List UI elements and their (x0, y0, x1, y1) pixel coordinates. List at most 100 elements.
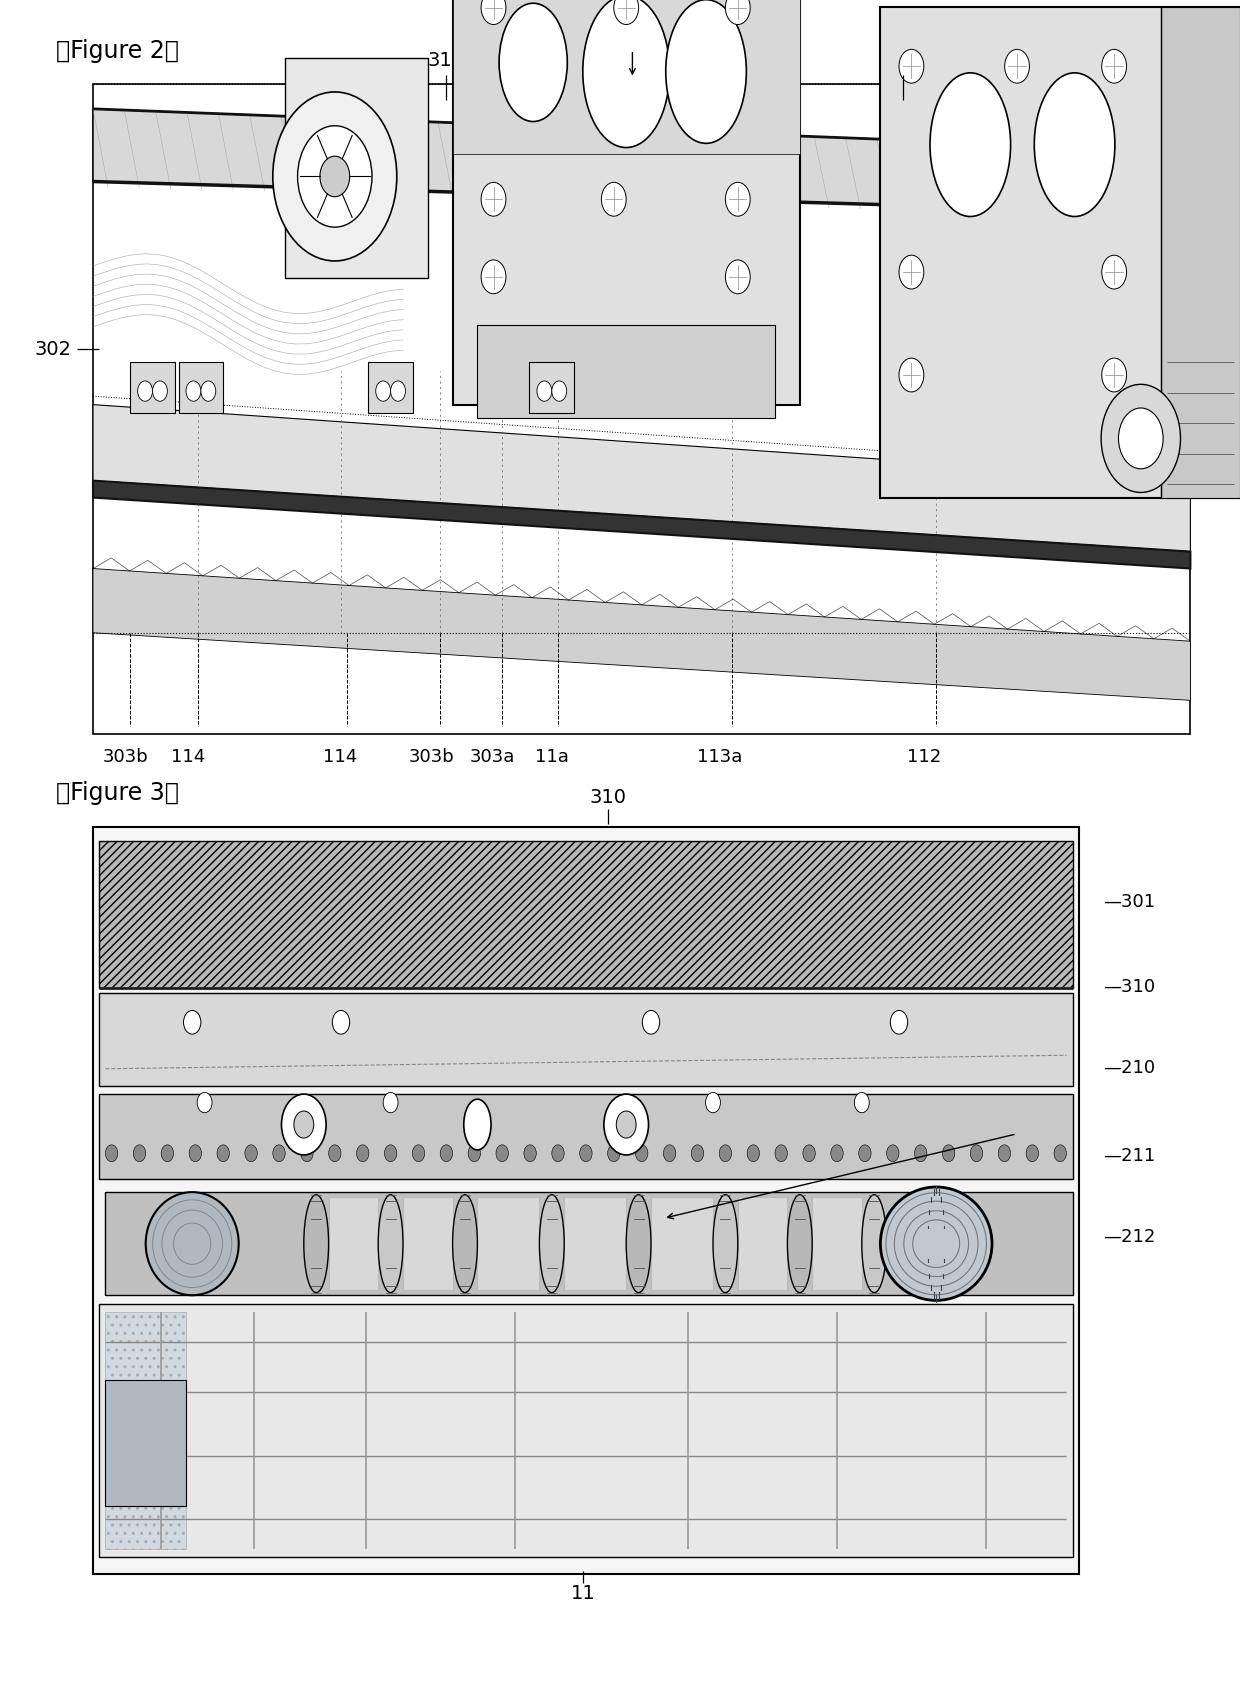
Text: 【Figure 3】: 【Figure 3】 (56, 780, 179, 804)
Circle shape (552, 1145, 564, 1162)
Ellipse shape (453, 1196, 477, 1292)
Ellipse shape (304, 1196, 329, 1292)
Ellipse shape (787, 1196, 812, 1292)
Text: 300: 300 (614, 24, 651, 44)
Circle shape (537, 382, 552, 402)
Circle shape (608, 1145, 620, 1162)
Circle shape (440, 1145, 453, 1162)
Circle shape (858, 1145, 870, 1162)
Bar (453, 0, 800, 405)
Bar (651, 1198, 713, 1290)
Polygon shape (93, 405, 1190, 552)
Text: —301: —301 (1209, 257, 1240, 274)
Bar (105, 1380, 186, 1507)
Text: 11: 11 (570, 1583, 595, 1603)
Circle shape (1101, 360, 1126, 394)
Circle shape (273, 1145, 285, 1162)
Text: —211: —211 (1104, 1147, 1156, 1164)
Text: 310: 310 (428, 51, 465, 71)
Circle shape (320, 157, 350, 198)
Circle shape (642, 1010, 660, 1034)
Bar (329, 1198, 378, 1290)
Circle shape (635, 1145, 649, 1162)
Circle shape (890, 1010, 908, 1034)
Bar (179, 363, 223, 414)
Circle shape (383, 1093, 398, 1113)
Circle shape (186, 382, 201, 402)
Text: —210: —210 (1104, 1059, 1156, 1076)
Circle shape (1004, 51, 1029, 84)
Ellipse shape (464, 1100, 491, 1150)
Circle shape (552, 382, 567, 402)
Circle shape (1101, 385, 1180, 493)
Circle shape (614, 0, 639, 25)
Circle shape (298, 127, 372, 228)
Bar (477, 326, 775, 419)
Circle shape (300, 1145, 312, 1162)
Ellipse shape (666, 0, 746, 144)
Circle shape (1101, 51, 1126, 84)
Circle shape (914, 1145, 926, 1162)
Circle shape (153, 382, 167, 402)
Circle shape (899, 257, 924, 291)
Circle shape (802, 1145, 816, 1162)
Bar (105, 1192, 1073, 1295)
Text: 114: 114 (171, 748, 206, 765)
Circle shape (998, 1145, 1011, 1162)
Bar (880, 8, 1240, 498)
Bar (529, 363, 574, 414)
Circle shape (899, 51, 924, 84)
Polygon shape (93, 481, 1190, 569)
Bar (812, 1198, 862, 1290)
Circle shape (217, 1145, 229, 1162)
Ellipse shape (539, 1196, 564, 1292)
Ellipse shape (626, 1196, 651, 1292)
Bar (99, 1094, 1073, 1179)
Circle shape (719, 1145, 732, 1162)
Ellipse shape (498, 3, 568, 123)
Circle shape (1025, 1145, 1039, 1162)
Bar (477, 1198, 539, 1290)
Text: —113: —113 (1209, 329, 1240, 346)
Circle shape (831, 1145, 843, 1162)
Circle shape (970, 1145, 982, 1162)
Bar (368, 363, 413, 414)
Bar (453, 0, 800, 154)
Text: —310: —310 (1104, 978, 1156, 995)
Circle shape (246, 1145, 258, 1162)
Text: 114: 114 (322, 748, 357, 765)
Circle shape (391, 382, 405, 402)
Ellipse shape (880, 1187, 992, 1301)
Circle shape (725, 260, 750, 294)
Circle shape (294, 1111, 314, 1138)
Circle shape (161, 1145, 174, 1162)
Ellipse shape (583, 0, 670, 149)
Circle shape (467, 1145, 480, 1162)
Circle shape (725, 0, 750, 25)
Circle shape (412, 1145, 424, 1162)
Bar (99, 1304, 1073, 1557)
Circle shape (376, 382, 391, 402)
Text: —113a: —113a (1209, 372, 1240, 388)
Text: 303a: 303a (470, 748, 515, 765)
Circle shape (190, 1145, 201, 1162)
Circle shape (332, 1010, 350, 1034)
Circle shape (481, 0, 506, 25)
Bar (738, 1198, 787, 1290)
Circle shape (281, 1094, 326, 1155)
Text: 303: 303 (884, 51, 921, 71)
Circle shape (692, 1145, 704, 1162)
Circle shape (725, 182, 750, 216)
Text: 11a: 11a (534, 748, 569, 765)
Circle shape (775, 1145, 787, 1162)
Circle shape (134, 1145, 146, 1162)
Circle shape (854, 1093, 869, 1113)
Bar (564, 1198, 626, 1290)
Circle shape (663, 1145, 676, 1162)
Bar (99, 841, 1073, 988)
Bar (403, 1198, 453, 1290)
Circle shape (481, 182, 506, 216)
Ellipse shape (378, 1196, 403, 1292)
Text: 310: 310 (589, 787, 626, 807)
Circle shape (496, 1145, 508, 1162)
